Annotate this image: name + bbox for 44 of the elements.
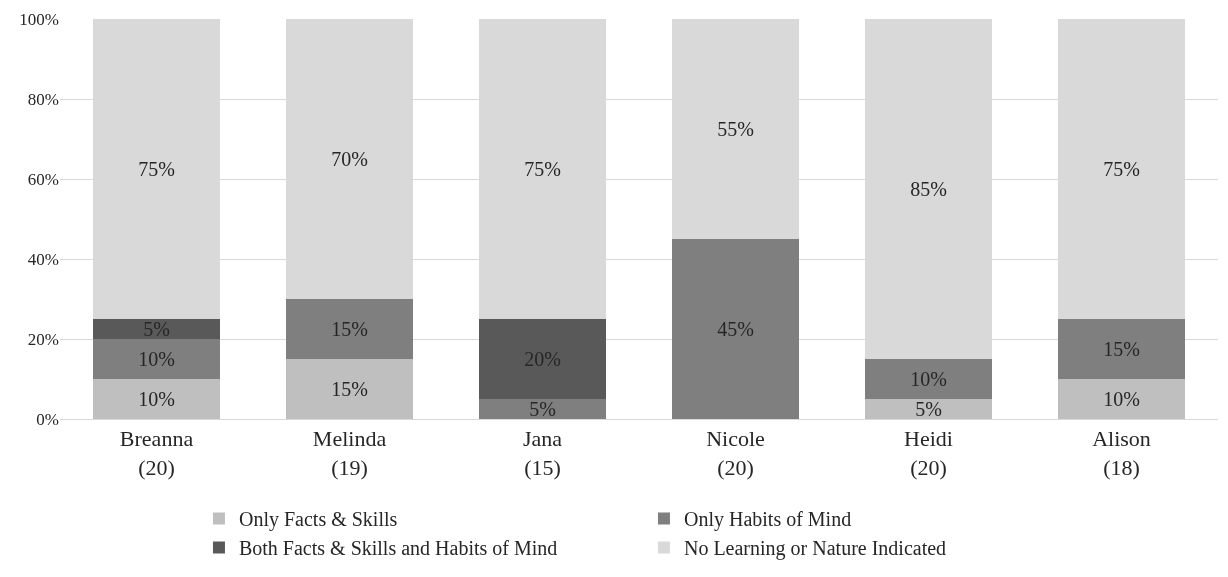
bar xyxy=(285,299,414,359)
data-label: 15% xyxy=(1103,338,1140,360)
data-label: 5% xyxy=(529,398,556,420)
y-tick-label: 80% xyxy=(27,89,59,109)
data-label: 75% xyxy=(524,158,561,180)
data-label: 5% xyxy=(915,398,942,420)
legend-label: Only Facts & Skills xyxy=(238,508,398,532)
data-label: 45% xyxy=(717,318,754,340)
legend-label: No Learning or Nature Indicated xyxy=(683,537,947,561)
bar xyxy=(478,399,607,419)
data-label: 10% xyxy=(138,388,175,410)
bar xyxy=(92,319,221,339)
bar xyxy=(285,359,414,419)
x-tick-label: Breanna (20) xyxy=(119,426,194,480)
legend-label: Only Habits of Mind xyxy=(683,508,852,532)
data-label: 85% xyxy=(910,178,947,200)
y-tick-label: 20% xyxy=(27,329,59,349)
bar xyxy=(92,379,221,419)
data-label: 10% xyxy=(910,368,947,390)
y-tick-label: 100% xyxy=(19,9,59,29)
bar xyxy=(864,359,993,399)
bar xyxy=(1057,319,1186,379)
x-tick-label: Melinda (19) xyxy=(312,426,387,480)
x-tick-label: Jana (15) xyxy=(522,426,563,480)
data-label: 75% xyxy=(1103,158,1140,180)
bar xyxy=(671,239,800,419)
data-label: 10% xyxy=(138,348,175,370)
data-label: 10% xyxy=(1103,388,1140,410)
y-tick-label: 60% xyxy=(27,169,59,189)
data-label: 70% xyxy=(331,148,368,170)
bar xyxy=(1057,379,1186,419)
data-label: 15% xyxy=(331,378,368,400)
y-tick-label: 40% xyxy=(27,249,59,269)
x-tick-label: Alison (18) xyxy=(1092,426,1151,480)
data-label: 55% xyxy=(717,118,754,140)
x-tick-label: Heidi (20) xyxy=(904,426,953,480)
y-tick-label: 0% xyxy=(36,409,59,429)
x-tick-label: Nicole (20) xyxy=(706,426,765,480)
bar xyxy=(92,339,221,379)
bar xyxy=(478,319,607,399)
data-label: 15% xyxy=(331,318,368,340)
legend-label: Both Facts & Skills and Habits of Mind xyxy=(238,537,558,560)
bar xyxy=(864,399,993,419)
data-label: 75% xyxy=(138,158,175,180)
